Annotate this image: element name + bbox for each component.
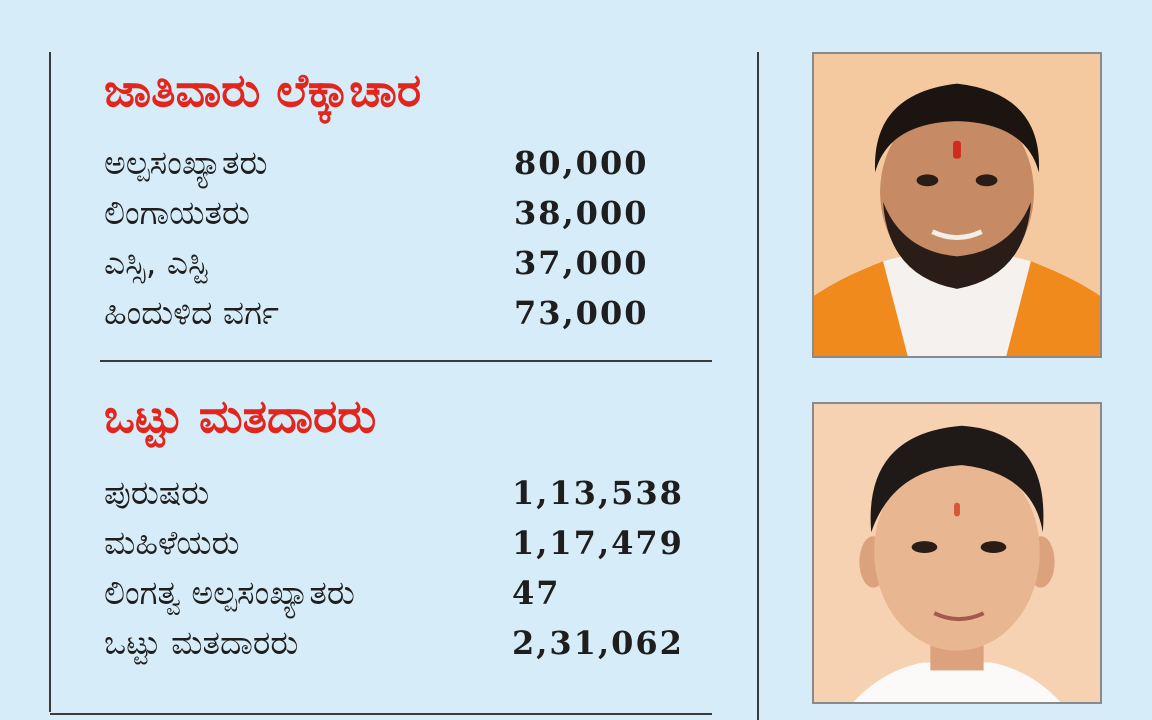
voters-row-value: 1,17,479 xyxy=(512,524,684,562)
caste-section-heading: ಜಾತಿವಾರು ಲೆಕ್ಕಾಚಾರ xyxy=(104,63,422,117)
voters-row-label: ಒಟ್ಟು ಮತದಾರರು xyxy=(104,623,299,662)
caste-row-value: 38,000 xyxy=(514,194,649,232)
caste-row: ಲಿಂಗಾಯತರು 38,000 xyxy=(104,188,704,238)
candidate-photo-2 xyxy=(812,402,1102,704)
voters-row: ಮಹಿಳೆಯರು 1,17,479 xyxy=(104,518,704,568)
voters-row: ಒಟ್ಟು ಮತದಾರರು 2,31,062 xyxy=(104,618,704,668)
voters-row: ಪುರುಷರು 1,13,538 xyxy=(104,468,704,518)
voters-row: ಲಿಂಗತ್ವ ಅಲ್ಪಸಂಖ್ಯಾತರು 47 xyxy=(104,568,704,618)
section-divider xyxy=(100,360,712,362)
caste-row-label: ಲಿಂಗಾಯತರು xyxy=(104,193,250,232)
caste-row: ಹಿಂದುಳಿದ ವರ್ಗ 73,000 xyxy=(104,288,704,338)
voters-row-value: 47 xyxy=(512,574,561,612)
voters-row-label: ಲಿಂಗತ್ವ ಅಲ್ಪಸಂಖ್ಯಾತರು xyxy=(104,573,355,612)
caste-row-label: ಎಸ್ಸಿ, ಎಸ್ಟಿ xyxy=(104,243,208,282)
caste-row: ಅಲ್ಪಸಂಖ್ಯಾತರು 80,000 xyxy=(104,138,704,188)
voters-row-value: 2,31,062 xyxy=(512,624,684,662)
caste-row-label: ಹಿಂದುಳಿದ ವರ್ಗ xyxy=(104,293,280,332)
caste-row-value: 80,000 xyxy=(514,144,649,182)
caste-row-value: 73,000 xyxy=(514,294,649,332)
left-divider xyxy=(49,52,51,712)
center-divider xyxy=(757,52,759,720)
candidate-portrait-2-icon xyxy=(814,404,1100,702)
voters-row-value: 1,13,538 xyxy=(512,474,684,512)
caste-row-label: ಅಲ್ಪಸಂಖ್ಯಾತರು xyxy=(104,143,268,182)
voters-row-label: ಮಹಿಳೆಯರು xyxy=(104,523,240,562)
bottom-divider xyxy=(50,713,712,715)
candidate-portrait-1-icon xyxy=(814,54,1100,356)
caste-row-value: 37,000 xyxy=(514,244,649,282)
caste-row: ಎಸ್ಸಿ, ಎಸ್ಟಿ 37,000 xyxy=(104,238,704,288)
voters-row-label: ಪುರುಷರು xyxy=(104,473,210,512)
candidate-photo-1 xyxy=(812,52,1102,358)
voters-section-heading: ಒಟ್ಟು ಮತದಾರರು xyxy=(104,389,377,443)
